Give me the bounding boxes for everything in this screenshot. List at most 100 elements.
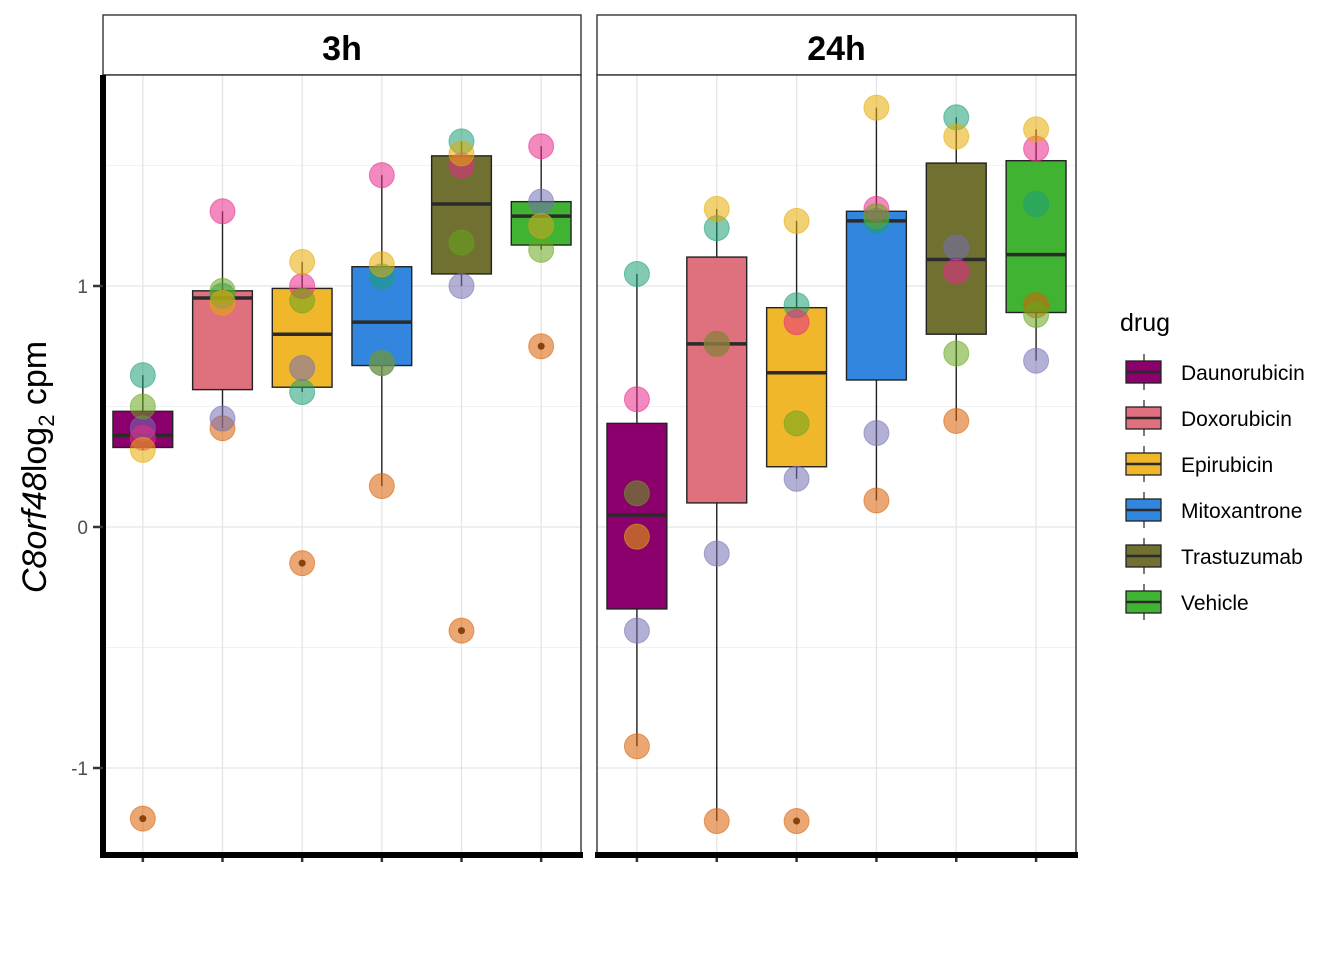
box-group-epirubicin xyxy=(765,207,828,835)
data-point-ind5 xyxy=(623,480,650,507)
data-point-ind6 xyxy=(528,212,555,239)
box xyxy=(686,256,748,504)
legend-item-epirubicin: Epirubicin xyxy=(1125,446,1273,482)
data-point-ind2 xyxy=(129,805,156,832)
data-point-ind3 xyxy=(863,420,890,447)
data-point-ind3 xyxy=(448,273,475,299)
legend-item-vehicle: Vehicle xyxy=(1125,584,1249,620)
data-point-ind6 xyxy=(783,207,810,234)
data-point-ind2 xyxy=(368,473,395,500)
data-point-ind1 xyxy=(1023,191,1050,218)
box-group-daunorubicin xyxy=(112,362,174,832)
data-point-ind5 xyxy=(863,203,890,230)
y-axis-title-unit: cpm xyxy=(16,341,54,415)
box-group-doxorubicin xyxy=(686,195,748,835)
data-point-ind5 xyxy=(289,287,316,314)
data-point-ind6 xyxy=(448,140,475,167)
data-point-ind6 xyxy=(209,289,236,316)
facet-panels: 3h 24h xyxy=(100,14,1078,862)
data-point-ind2 xyxy=(703,808,730,835)
box xyxy=(925,162,987,335)
legend-item-label: Mitoxantrone xyxy=(1181,500,1302,523)
facet-strip-label: 3h xyxy=(322,30,362,68)
data-point-ind4 xyxy=(623,386,650,413)
data-point-ind2 xyxy=(943,407,970,434)
panel-background xyxy=(103,75,581,855)
legend-item-trastuzumab: Trastuzumab xyxy=(1125,538,1303,574)
legend-item-mitoxantrone: Mitoxantrone xyxy=(1125,492,1302,528)
data-point-ind2 xyxy=(448,617,475,644)
data-point-ind5 xyxy=(368,350,395,377)
legend-item-label: Epirubicin xyxy=(1181,454,1273,477)
legend-item-label: Daunorubicin xyxy=(1181,362,1305,385)
data-point-ind2 xyxy=(289,550,316,577)
facet-strip xyxy=(102,14,582,76)
panel-background xyxy=(597,75,1076,855)
data-point-ind6 xyxy=(703,195,730,222)
y-tick-label: 1 xyxy=(77,277,88,298)
data-point-ind1 xyxy=(289,379,316,406)
legend-item-doxorubicin: Doxorubicin xyxy=(1125,400,1292,436)
y-axis: -1 0 1 xyxy=(71,277,103,780)
data-point-ind5 xyxy=(943,340,970,367)
box-group-daunorubicin xyxy=(606,260,668,760)
facet-panel-3h: 3h xyxy=(100,14,583,862)
data-point-ind3 xyxy=(783,465,810,492)
data-point-ind2 xyxy=(623,733,650,760)
data-point-ind2 xyxy=(528,333,555,360)
data-point-ind5 xyxy=(1023,301,1050,328)
facet-panel-24h: 24h xyxy=(595,14,1078,862)
legend-item-daunorubicin: Daunorubicin xyxy=(1125,354,1305,390)
data-point-ind3 xyxy=(943,234,970,261)
legend-title: drug xyxy=(1120,309,1170,337)
box-group-vehicle xyxy=(510,133,572,360)
data-point-ind5 xyxy=(448,229,475,256)
data-point-ind2 xyxy=(783,808,810,835)
data-point-ind2 xyxy=(863,487,890,514)
data-point-ind6 xyxy=(943,123,970,150)
data-point-ind4 xyxy=(368,162,395,189)
legend-item-label: Doxorubicin xyxy=(1181,408,1292,431)
data-point-ind5 xyxy=(703,330,730,357)
y-axis-title: C8orf48log2 cpm xyxy=(16,341,59,593)
facet-strip-label: 24h xyxy=(807,30,866,68)
data-point-ind5 xyxy=(783,410,810,437)
box xyxy=(1005,159,1067,314)
y-axis-title-subscript: 2 xyxy=(34,415,59,427)
y-tick-label: -1 xyxy=(71,759,88,780)
box-group-vehicle xyxy=(1005,116,1067,374)
data-point-ind6 xyxy=(1023,116,1050,143)
box xyxy=(845,210,908,381)
data-point-ind6 xyxy=(368,251,395,278)
data-point-ind5 xyxy=(129,393,156,420)
legend-item-label: Trastuzumab xyxy=(1181,546,1303,569)
facet-strip xyxy=(596,14,1077,76)
data-point-ind6 xyxy=(863,94,890,121)
data-point-ind3 xyxy=(209,405,236,432)
box-group-mitoxantrone xyxy=(351,162,413,500)
legend-item-label: Vehicle xyxy=(1181,592,1249,615)
y-axis-title-log: log xyxy=(16,427,54,472)
data-point-ind3 xyxy=(289,354,316,381)
data-point-ind3 xyxy=(1023,347,1050,374)
box-group-epirubicin xyxy=(271,248,333,577)
data-point-ind4 xyxy=(528,133,555,160)
data-point-ind6 xyxy=(289,248,316,275)
data-point-ind1 xyxy=(129,362,156,389)
box-group-mitoxantrone xyxy=(845,94,908,514)
box-group-trastuzumab xyxy=(430,128,493,644)
legend: drug Daunorubicin Doxorubicin Epirubicin Mi… xyxy=(1120,309,1305,620)
data-point-ind4 xyxy=(209,198,236,225)
data-point-ind5 xyxy=(528,236,555,263)
data-point-ind4 xyxy=(943,258,970,285)
data-point-ind3 xyxy=(703,540,730,567)
box-group-trastuzumab xyxy=(925,104,987,434)
data-point-ind3 xyxy=(528,188,555,215)
y-tick-label: 0 xyxy=(77,518,88,539)
data-point-ind3 xyxy=(623,617,650,644)
box-group-doxorubicin xyxy=(191,198,254,442)
data-point-ind1 xyxy=(623,260,650,287)
data-point-ind4 xyxy=(783,309,810,336)
data-point-ind6 xyxy=(623,523,650,550)
